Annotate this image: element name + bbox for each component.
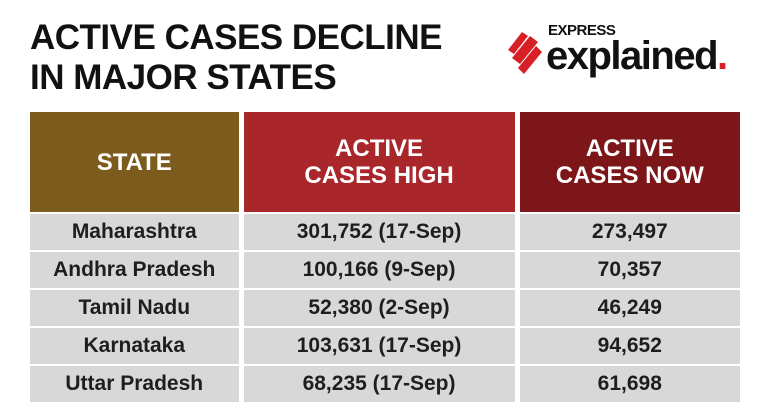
table-cell: 52,380 (2-Sep) <box>243 290 515 326</box>
table-cell: 61,698 <box>519 366 740 402</box>
table-cell: 94,652 <box>519 328 740 364</box>
logo-top: EXPRESS <box>548 22 616 39</box>
table-cell: Tamil Nadu <box>30 290 239 326</box>
table-cell: 301,752 (17-Sep) <box>243 214 515 250</box>
table-cell: 103,631 (17-Sep) <box>243 328 515 364</box>
logo-name: explained. <box>546 34 728 79</box>
table-cell: Karnataka <box>30 328 239 364</box>
logo-icon <box>508 32 542 74</box>
header-row: STATE ACTIVE CASES HIGH ACTIVE CASES NOW <box>30 112 740 212</box>
table-cell: 273,497 <box>519 214 740 250</box>
header-text: ACTIVE CASES NOW <box>555 135 704 189</box>
header-text: STATE <box>96 148 172 176</box>
logo: EXPRESS explained. <box>508 20 748 80</box>
table-cell: 46,249 <box>519 290 740 326</box>
header-cell: ACTIVE CASES NOW <box>519 112 740 212</box>
table-row: Andhra Pradesh 100,166 (9-Sep) 70,357 <box>30 252 740 288</box>
logo-word: explained <box>546 34 719 78</box>
header-text: ACTIVE CASES HIGH <box>304 135 454 189</box>
logo-dot: . <box>717 34 728 78</box>
title: ACTIVE CASES DECLINE IN MAJOR STATES <box>30 18 443 98</box>
table-row: Uttar Pradesh 68,235 (17-Sep) 61,698 <box>30 366 740 402</box>
header-cell: STATE <box>30 112 239 212</box>
table: STATE ACTIVE CASES HIGH ACTIVE CASES NOW Ma… <box>30 112 740 402</box>
table-cell: 70,357 <box>519 252 740 288</box>
header-cell: ACTIVE CASES HIGH <box>243 112 515 212</box>
table-row: Karnataka 103,631 (17-Sep) 94,652 <box>30 328 740 364</box>
table-row: Tamil Nadu 52,380 (2-Sep) 46,249 <box>30 290 740 326</box>
title-line: ACTIVE CASES DECLINE <box>30 18 443 57</box>
table-cell: Maharashtra <box>30 214 239 250</box>
table-cell: 100,166 (9-Sep) <box>243 252 515 288</box>
table-cell: Andhra Pradesh <box>30 252 239 288</box>
table-row: Maharashtra 301,752 (17-Sep) 273,497 <box>30 214 740 250</box>
title-line: IN MAJOR STATES <box>30 58 337 97</box>
table-cell: 68,235 (17-Sep) <box>243 366 515 402</box>
table-cell: Uttar Pradesh <box>30 366 239 402</box>
